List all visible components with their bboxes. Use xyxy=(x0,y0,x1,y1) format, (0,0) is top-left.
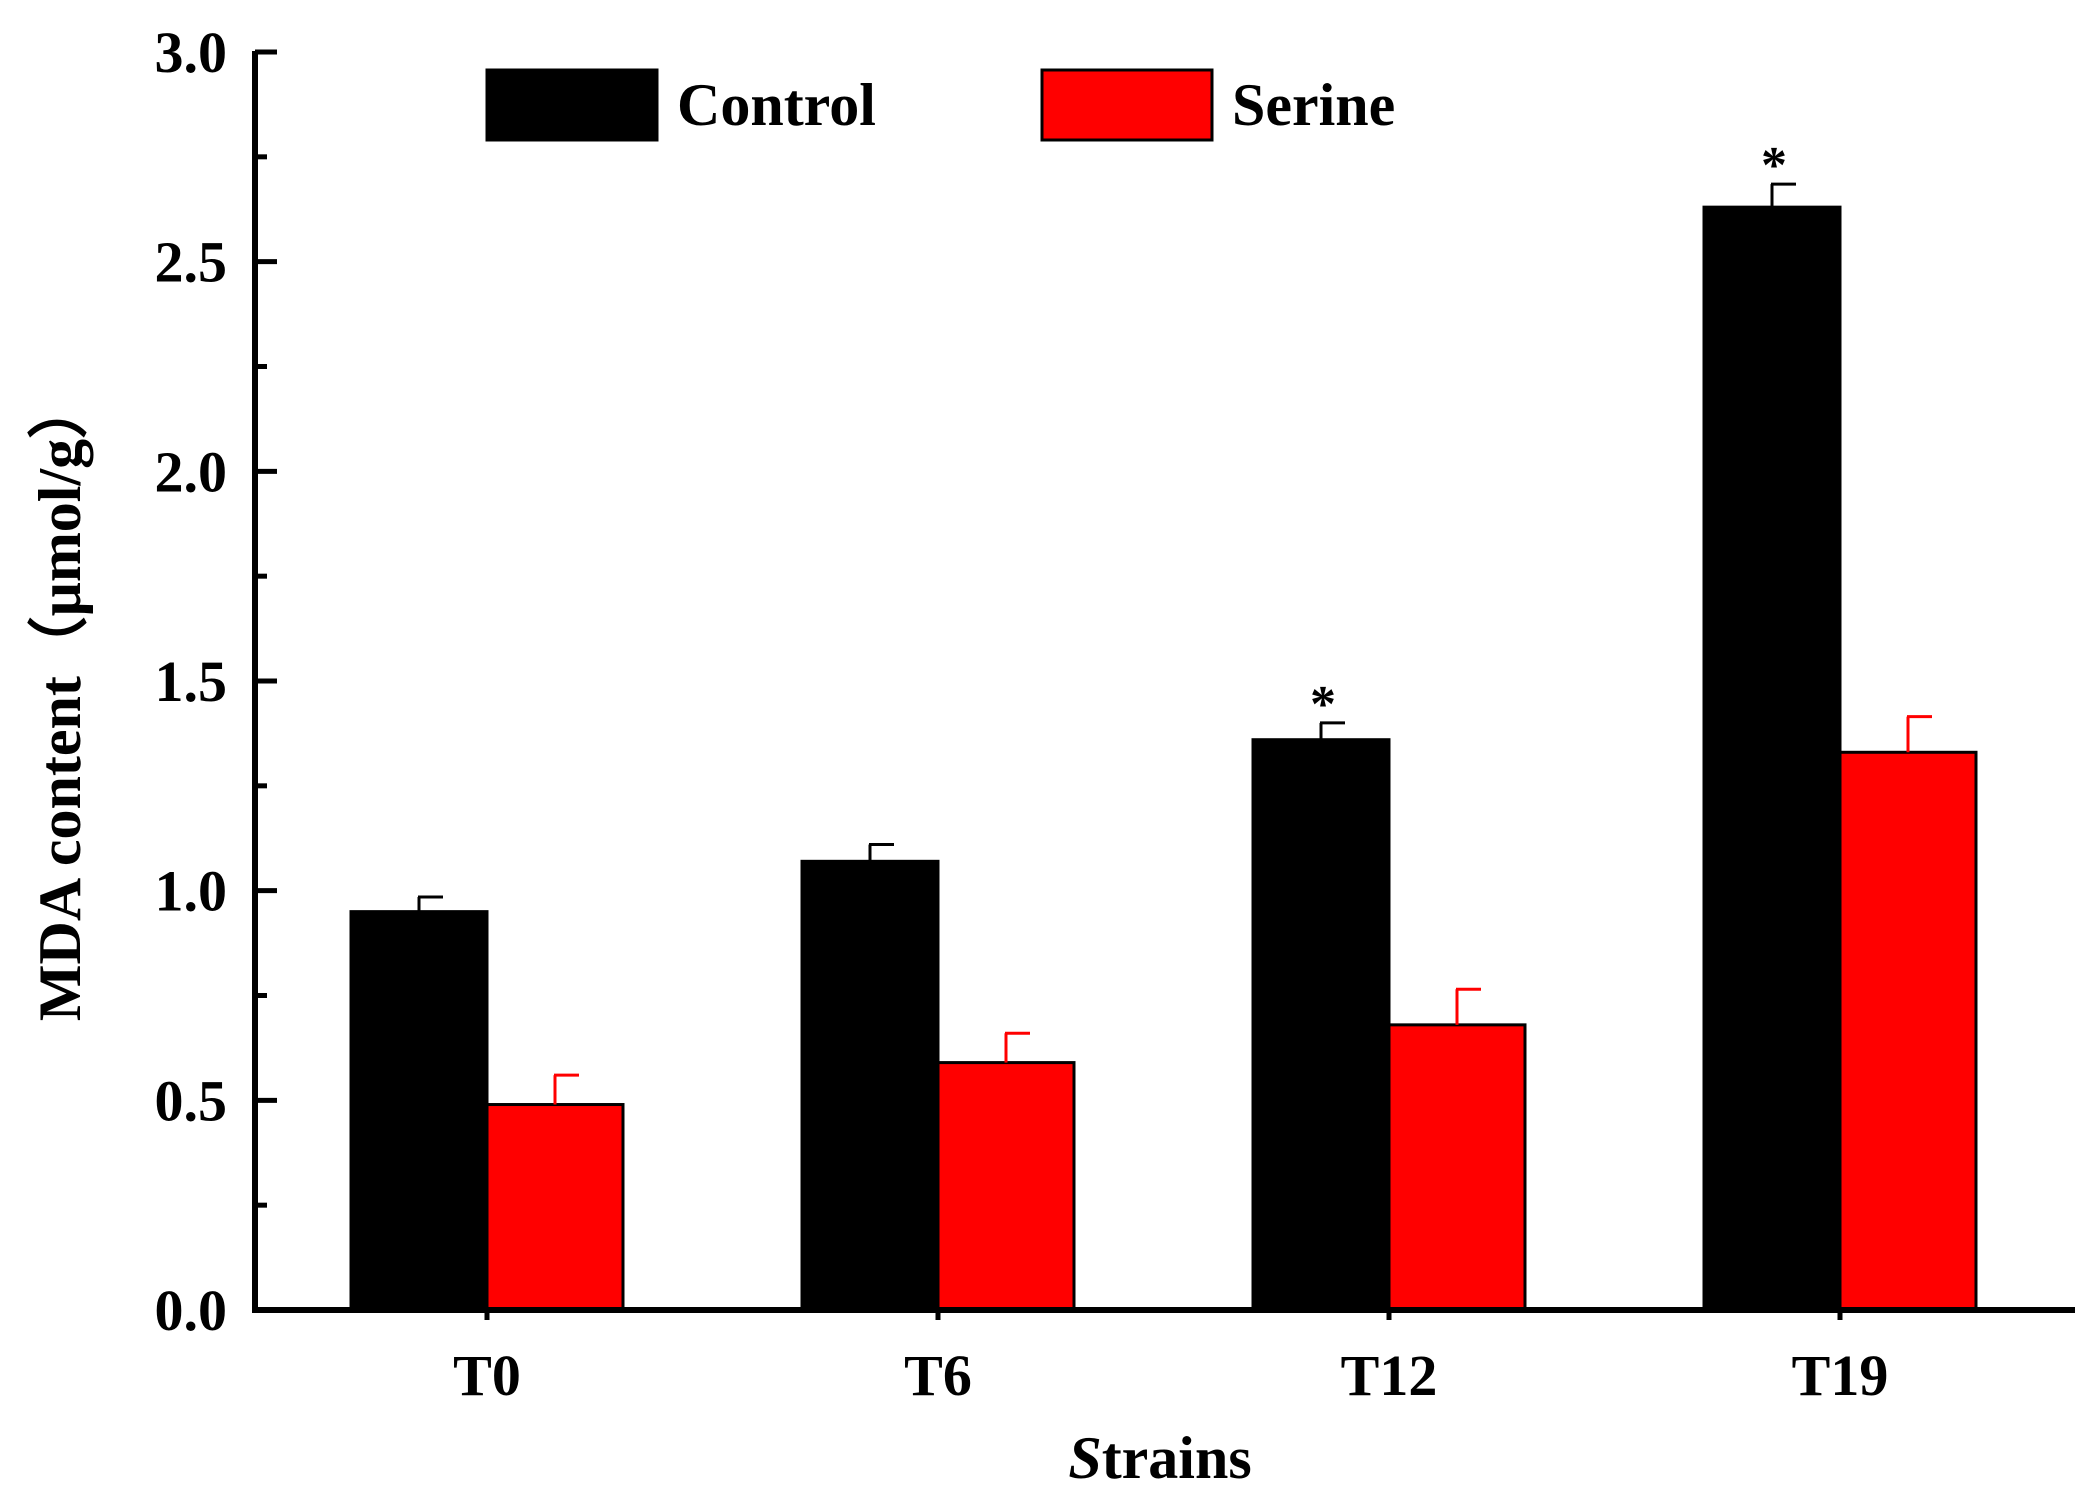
y-tick-label-0: 0.0 xyxy=(155,1278,228,1343)
legend-swatch-serine xyxy=(1040,68,1214,142)
y-tick-label-2: 1.0 xyxy=(155,859,228,924)
x-tick-label-t12: T12 xyxy=(1341,1343,1438,1408)
x-tick-label-t6: T6 xyxy=(904,1343,972,1408)
bar-serine-t0 xyxy=(485,1103,625,1312)
bar-control-t0 xyxy=(349,910,489,1312)
y-tick-label-6: 3.0 xyxy=(155,20,228,85)
bar-serine-t19 xyxy=(1838,750,1978,1312)
bar-control-t6 xyxy=(800,859,940,1312)
y-axis-title: MDA content（μmol/g） xyxy=(26,379,93,1021)
legend-label-serine: Serine xyxy=(1232,72,1395,138)
plot-area: T0 T6 * T12 * T19 0.0 0.5 1.0 1.5 2.0 2.5 3.0 xyxy=(155,20,2075,1408)
x-tick-label-t19: T19 xyxy=(1792,1343,1889,1408)
bar-control-t19 xyxy=(1702,205,1842,1312)
y-tick-label-5: 2.5 xyxy=(155,230,228,295)
x-tick-label-t0: T0 xyxy=(453,1343,521,1408)
y-tick-label-1: 0.5 xyxy=(155,1068,228,1133)
legend-swatch-control xyxy=(485,68,659,142)
x-axis-title-italic: S xyxy=(1068,1425,1101,1491)
bar-control-t12 xyxy=(1251,738,1391,1312)
significance-marker-t12: * xyxy=(1310,676,1336,733)
x-axis-title: Strains xyxy=(1068,1425,1251,1491)
y-tick-label-3: 1.5 xyxy=(155,649,228,714)
bar-serine-t12 xyxy=(1387,1023,1527,1312)
significance-marker-t19: * xyxy=(1761,137,1787,194)
legend: Control Serine xyxy=(485,68,1395,142)
legend-label-control: Control xyxy=(677,72,876,138)
x-axis-title-rest: trains xyxy=(1102,1425,1252,1491)
bar-serine-t6 xyxy=(936,1061,1076,1312)
y-tick-label-4: 2.0 xyxy=(155,439,228,504)
